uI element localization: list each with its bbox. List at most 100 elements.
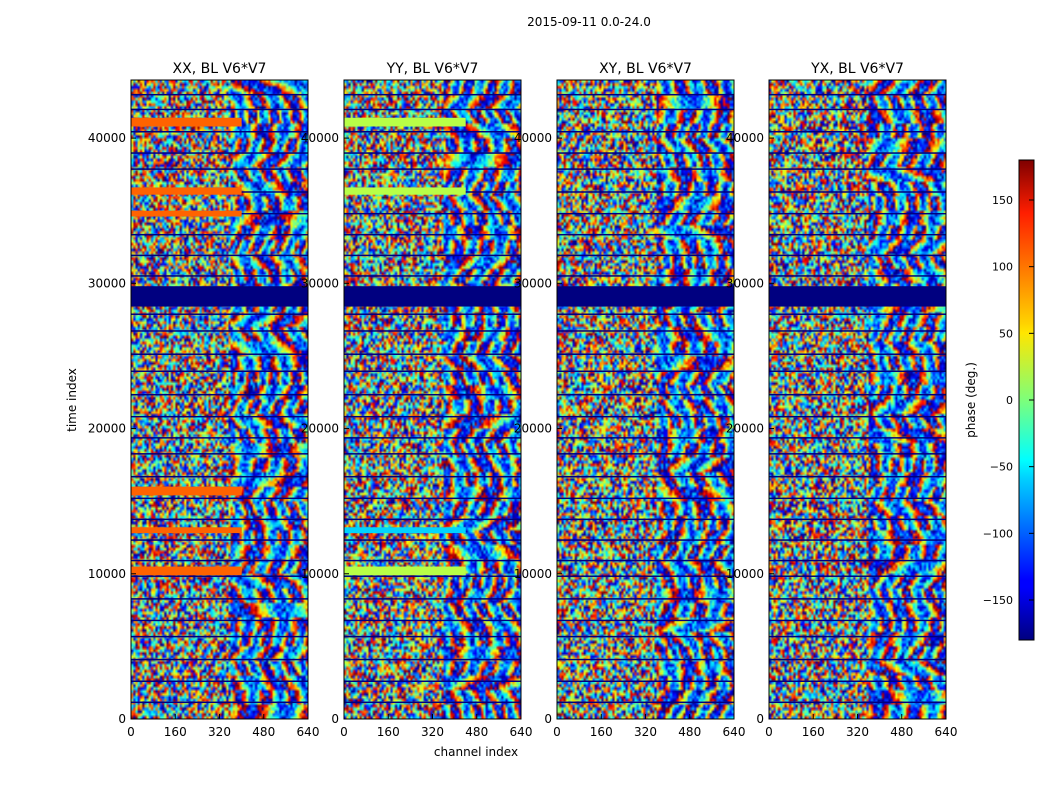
scan-gap: [344, 212, 521, 215]
scan-gap: [131, 393, 308, 396]
scan-gap: [769, 93, 946, 96]
scan-gap: [557, 658, 734, 661]
scan-gap: [131, 619, 308, 622]
scan-gap: [557, 518, 734, 521]
scan-gap: [557, 415, 734, 418]
scan-gap: [344, 701, 521, 704]
scan-gap: [344, 130, 521, 133]
scan-gap: [131, 330, 308, 332]
scan-gap: [131, 353, 308, 355]
scan-gap: [344, 330, 521, 332]
y-tick-label: 30000: [88, 276, 126, 290]
y-tick-label: 0: [756, 712, 764, 726]
scan-gap: [131, 275, 308, 277]
scan-gap: [131, 152, 308, 154]
scan-gap: [557, 393, 734, 396]
scan-gap: [131, 108, 308, 111]
uniform-band: [131, 210, 242, 217]
scan-gap: [344, 168, 521, 170]
flagged-band: [131, 286, 308, 307]
scan-gap: [344, 539, 521, 541]
scan-gap: [769, 658, 946, 661]
scan-gap: [344, 598, 521, 600]
scan-gap: [131, 598, 308, 600]
y-tick-label: 20000: [514, 422, 552, 436]
scan-gap: [557, 313, 734, 315]
uniform-band: [131, 527, 242, 534]
y-tick-label: 0: [544, 712, 552, 726]
y-tick-label: 0: [331, 712, 339, 726]
scan-gap: [344, 575, 521, 577]
scan-gap: [769, 437, 946, 439]
scan-gap: [131, 453, 308, 455]
scan-gap: [557, 559, 734, 562]
x-tick-label: 160: [590, 725, 613, 739]
scan-gap: [769, 453, 946, 455]
x-tick-label: 480: [678, 725, 701, 739]
phase-heatmap: [557, 80, 734, 719]
scan-gap: [769, 393, 946, 396]
scan-gap: [557, 453, 734, 455]
scan-gap: [344, 453, 521, 455]
y-tick-label: 40000: [301, 131, 339, 145]
x-axis-label: channel index: [434, 745, 518, 759]
scan-gap: [344, 415, 521, 418]
scan-gap: [344, 680, 521, 683]
y-tick-label: 30000: [726, 276, 764, 290]
scan-gap: [769, 152, 946, 154]
scan-gap: [131, 518, 308, 521]
scan-gaps: [769, 93, 946, 704]
flagged-band: [344, 286, 521, 307]
x-tick-label: 640: [935, 725, 958, 739]
scan-gaps: [557, 93, 734, 704]
panel-xy: XY, BL V6*V7 0 160 320 480 640 0 10000 20000 3000…: [514, 61, 746, 739]
scan-gap: [557, 680, 734, 683]
scan-gap: [344, 497, 521, 500]
uniform-band: [131, 117, 242, 127]
scan-gap: [344, 635, 521, 638]
scan-gap: [557, 152, 734, 154]
scan-gap: [131, 130, 308, 133]
phase-heatmap: [131, 80, 308, 719]
scan-gap: [769, 635, 946, 638]
scan-gap: [344, 353, 521, 355]
scan-gap: [131, 313, 308, 315]
y-tick-label: 20000: [726, 422, 764, 436]
scan-gap: [131, 635, 308, 638]
colorbar-tick-label: −50: [990, 461, 1013, 474]
scan-gap: [769, 539, 946, 541]
colorbar-tick-label: −150: [983, 594, 1013, 607]
scan-gap: [131, 559, 308, 562]
flagged-band: [769, 286, 946, 307]
panel-title: YX, BL V6*V7: [810, 61, 904, 77]
uniform-band: [344, 566, 466, 576]
panel-yx: YX, BL V6*V7 0 160 320 480 640 0 10000 20000 3000…: [726, 61, 958, 739]
colorbar-tick-label: 100: [992, 261, 1013, 274]
scan-gap: [769, 353, 946, 355]
scan-gap: [557, 598, 734, 600]
scan-gap: [557, 330, 734, 332]
scan-gap: [131, 475, 308, 478]
x-tick-label: 320: [634, 725, 657, 739]
uniform-band: [131, 566, 242, 576]
colorbar-tick-label: 150: [992, 194, 1013, 207]
scan-gap: [557, 275, 734, 277]
scan-gap: [557, 168, 734, 170]
scan-gap: [557, 619, 734, 622]
y-tick-label: 40000: [514, 131, 552, 145]
panel-title: YY, BL V6*V7: [386, 61, 479, 77]
y-tick-label: 10000: [514, 567, 552, 581]
x-tick-label: 320: [421, 725, 444, 739]
colorbar-tick-label: 0: [1006, 394, 1013, 407]
scan-gap: [131, 437, 308, 439]
scan-gap: [557, 353, 734, 355]
y-tick-label: 10000: [301, 567, 339, 581]
scan-gap: [557, 108, 734, 111]
x-tick-label: 0: [340, 725, 348, 739]
x-tick-label: 480: [890, 725, 913, 739]
scan-gap: [769, 168, 946, 170]
x-tick-label: 320: [846, 725, 869, 739]
x-tick-label: 0: [127, 725, 135, 739]
scan-gap: [344, 658, 521, 661]
